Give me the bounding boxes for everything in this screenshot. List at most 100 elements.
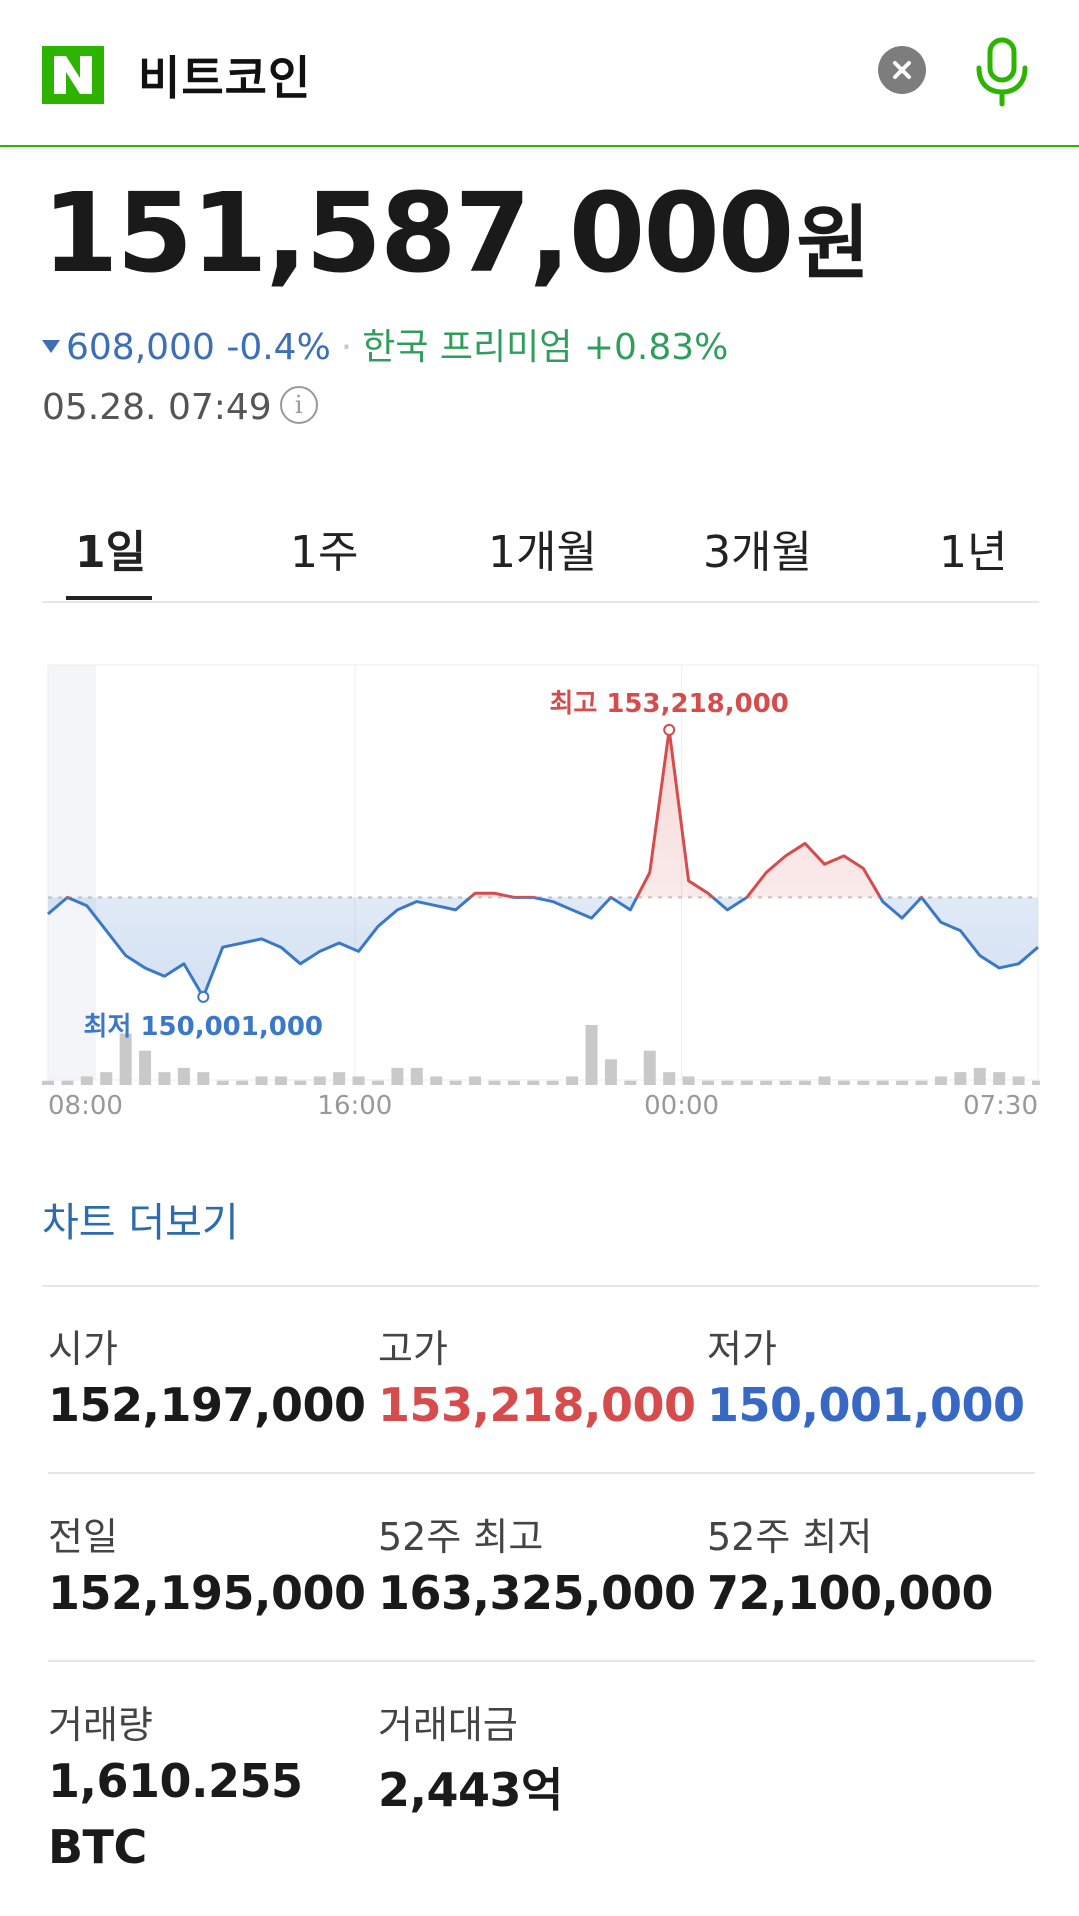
volume-bar	[274, 1076, 287, 1085]
info-icon[interactable]: i	[279, 386, 318, 424]
tab-1-month[interactable]: 1개월	[488, 527, 597, 578]
open-label: 시가	[48, 1327, 118, 1371]
separator-dot: ·	[340, 327, 353, 368]
high-marker	[663, 723, 676, 736]
volume-bar	[352, 1076, 365, 1085]
period-tabs: 1일 1주 1개월 3개월 1년	[42, 500, 1039, 603]
price-value: 151,587,000	[42, 169, 794, 297]
volume-bar	[799, 1080, 812, 1085]
volume-bar	[954, 1072, 967, 1085]
high-label: 최고 153,218,000	[549, 689, 788, 719]
chart-frame	[47, 664, 1039, 1081]
chart-more-link[interactable]: 차트 더보기	[42, 1200, 239, 1246]
active-tab-indicator	[66, 596, 152, 600]
volume-bar	[139, 1050, 152, 1085]
volume-bar	[236, 1080, 249, 1085]
volume-bar	[837, 1080, 850, 1085]
low-value: 150,001,000	[707, 1378, 1025, 1432]
volume-bar	[177, 1067, 190, 1085]
week52-high-value: 163,325,000	[378, 1566, 696, 1620]
search-header: 비트코인	[0, 0, 1079, 147]
volume-unit: BTC	[48, 1820, 147, 1874]
volume-bar	[313, 1076, 326, 1085]
volume-bar	[1012, 1076, 1025, 1085]
volume-bar	[934, 1076, 947, 1085]
change-row: 608,000 -0.4% · 한국 프리미엄 +0.83%	[42, 318, 728, 370]
turnover-value: 2,443억	[378, 1763, 563, 1817]
volume-bar	[100, 1072, 113, 1085]
volume-bar	[857, 1080, 870, 1085]
price-unit: 원	[796, 197, 870, 290]
turnover-label: 거래대금	[378, 1703, 518, 1747]
korea-premium: 한국 프리미엄 +0.83%	[362, 327, 729, 368]
volume-bar	[255, 1076, 268, 1085]
volume-bar	[993, 1072, 1006, 1085]
volume-bar	[507, 1080, 520, 1085]
tab-1-year[interactable]: 1년	[939, 527, 1008, 578]
high-value: 153,218,000	[378, 1378, 696, 1432]
volume-bar	[410, 1067, 423, 1085]
volume-bar	[624, 1080, 637, 1085]
volume-bar	[604, 1059, 617, 1085]
x-tick-label: 00:00	[644, 1091, 719, 1120]
volume-bar	[488, 1080, 501, 1085]
timestamp-text: 05.28. 07:49	[42, 387, 272, 428]
volume-bar	[430, 1076, 443, 1085]
price-chart[interactable]: 최고 153,218,000 최저 150,001,000 08:00 16:00 00…	[40, 640, 1040, 1120]
volume-bar	[546, 1080, 559, 1085]
volume-bar	[197, 1072, 210, 1085]
microphone-icon[interactable]	[970, 36, 1034, 108]
prev-close-value: 152,195,000	[48, 1566, 366, 1620]
down-arrow-icon	[42, 339, 60, 353]
tab-1-week[interactable]: 1주	[290, 527, 359, 578]
volume-bar	[760, 1080, 773, 1085]
volume-bar	[740, 1080, 753, 1085]
volume-bar	[391, 1067, 404, 1085]
low-label: 저가	[707, 1327, 777, 1371]
naver-logo-icon[interactable]	[42, 46, 104, 104]
x-tick-label: 08:00	[48, 1091, 123, 1120]
volume-bar	[915, 1080, 928, 1085]
current-price: 151,587,000원	[42, 178, 870, 290]
volume-bar	[216, 1080, 229, 1085]
volume-bar	[158, 1072, 171, 1085]
area-above-reference	[48, 729, 1038, 898]
week52-low-value: 72,100,000	[707, 1566, 994, 1620]
volume-bar	[818, 1076, 831, 1085]
price-line-above	[65, 728, 924, 898]
low-label: 최저 150,001,000	[84, 1012, 323, 1042]
volume-bar	[663, 1072, 676, 1085]
quote-timestamp: 05.28. 07:49 i	[42, 386, 318, 428]
stats-divider-1	[48, 1472, 1035, 1474]
volume-bar	[119, 1033, 132, 1085]
volume-bar	[566, 1076, 579, 1085]
x-tick-label: 16:00	[317, 1091, 392, 1120]
volume-bar	[372, 1080, 384, 1085]
volume-bar	[896, 1080, 909, 1085]
volume-bar	[527, 1080, 540, 1085]
chart-start-shade	[48, 665, 96, 1080]
tab-1-day[interactable]: 1일	[75, 527, 147, 578]
tab-3-months[interactable]: 3개월	[703, 527, 812, 578]
volume-bar	[702, 1080, 714, 1085]
search-query[interactable]: 비트코인	[138, 51, 312, 105]
volume-bar	[294, 1080, 307, 1085]
clear-search-button[interactable]	[878, 46, 926, 94]
volume-bar	[585, 1025, 598, 1085]
volume-bar	[721, 1080, 734, 1085]
volume-bar	[333, 1072, 346, 1085]
change-amount: 608,000	[66, 327, 215, 368]
volume-label: 거래량	[48, 1703, 153, 1747]
volume-bar	[80, 1076, 93, 1085]
volume-bar	[876, 1080, 889, 1085]
close-icon	[893, 61, 911, 79]
area-below-reference	[48, 897, 1038, 997]
high-label: 고가	[378, 1327, 448, 1371]
stats-divider-top	[42, 1285, 1039, 1287]
change-percent: -0.4%	[226, 327, 331, 368]
volume-bar	[61, 1080, 74, 1085]
volume-bar	[449, 1080, 462, 1085]
stats-divider-2	[48, 1660, 1035, 1662]
volume-bar	[973, 1067, 986, 1085]
open-value: 152,197,000	[48, 1378, 366, 1432]
